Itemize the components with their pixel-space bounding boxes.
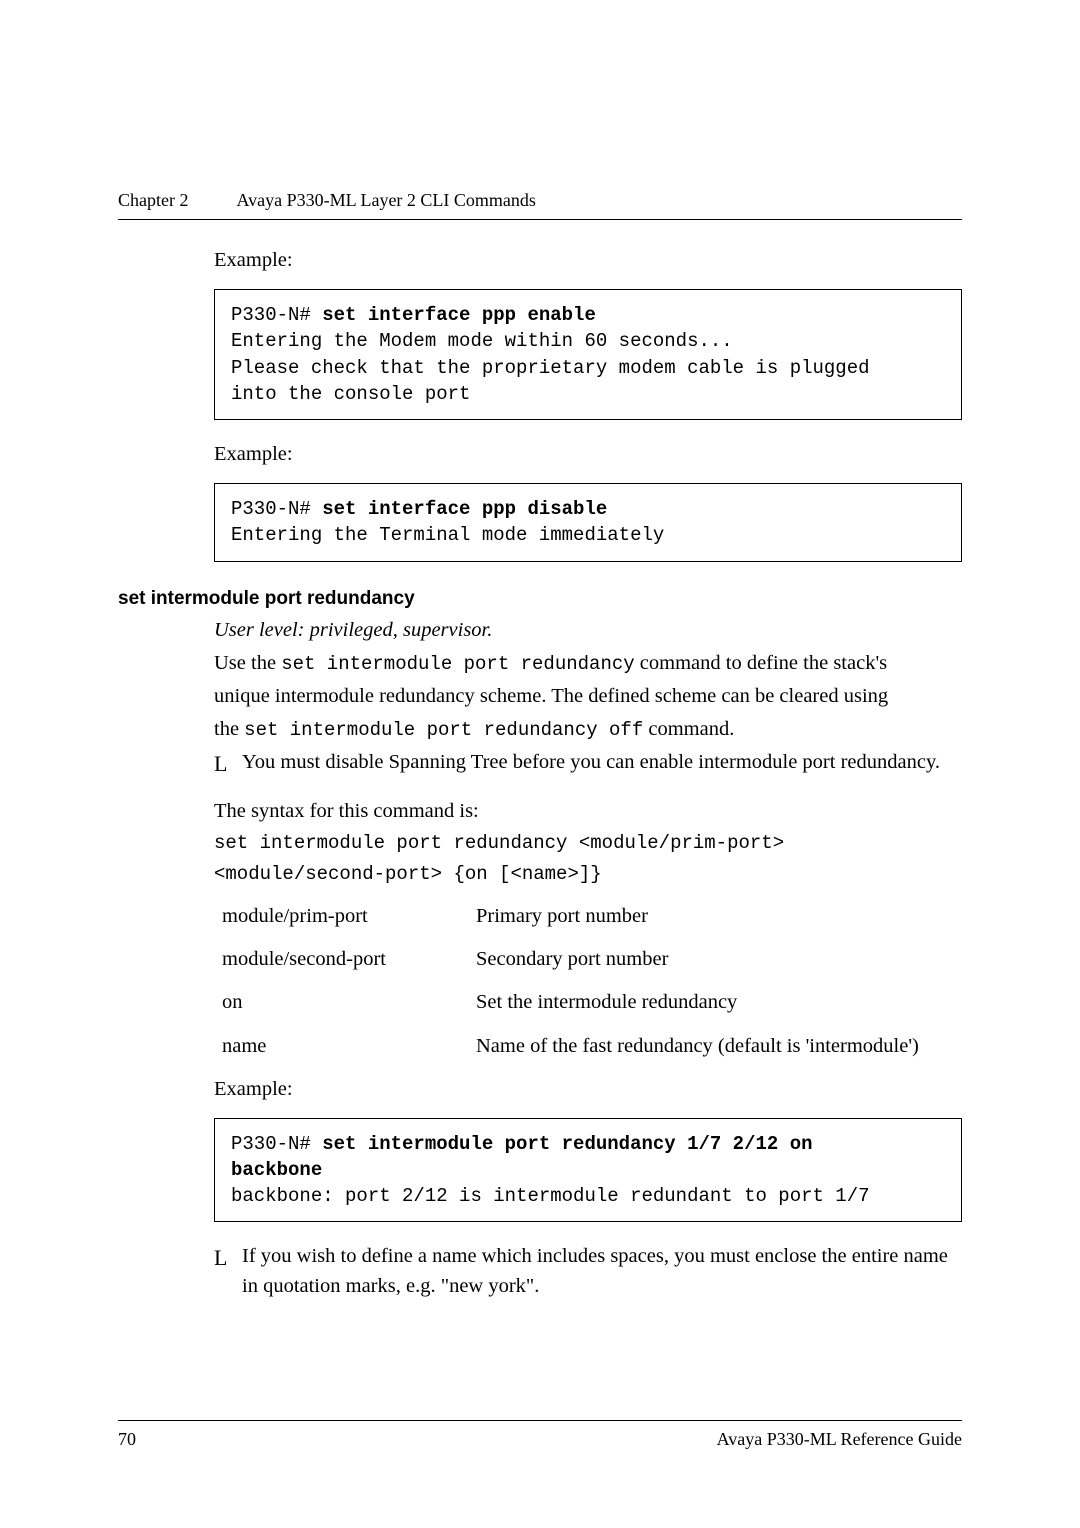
desc3c: command. [643, 718, 734, 740]
info-icon: L [214, 1242, 242, 1273]
param-row: name Name of the fast redundancy (defaul… [214, 1032, 962, 1061]
param-desc: Primary port number [476, 902, 962, 931]
code1-prompt: P330-N# [231, 304, 322, 326]
syntax-line2: <module/second-port> {on [<name>]} [214, 861, 962, 888]
param-name: on [214, 988, 476, 1017]
desc-line1: Use the set intermodule port redundancy … [214, 649, 962, 678]
desc-line2: unique intermodule redundancy scheme. Th… [214, 682, 962, 711]
code-box-2: P330-N# set interface ppp disable Enteri… [214, 483, 962, 561]
param-name: name [214, 1032, 476, 1061]
code2-line1: Entering the Terminal mode immediately [231, 524, 664, 546]
code3-prompt: P330-N# [231, 1133, 322, 1155]
code1-command: set interface ppp enable [322, 304, 596, 326]
example-label-2: Example: [214, 440, 962, 469]
code1-line1: Entering the Modem mode within 60 second… [231, 330, 733, 352]
body-block-1: Example: P330-N# set interface ppp enabl… [214, 246, 962, 562]
code-box-1: P330-N# set interface ppp enable Enterin… [214, 289, 962, 420]
page-header: Chapter 2 Avaya P330-ML Layer 2 CLI Comm… [118, 190, 962, 211]
footer-rule [118, 1420, 962, 1421]
chapter-title: Avaya P330-ML Layer 2 CLI Commands [236, 190, 535, 211]
desc1c: command to define the stack's [635, 652, 887, 674]
footer-row: 70 Avaya P330-ML Reference Guide [118, 1429, 962, 1450]
header-rule [118, 219, 962, 220]
param-table: module/prim-port Primary port number mod… [214, 902, 962, 1060]
example-label-1: Example: [214, 246, 962, 275]
note1-text: You must disable Spanning Tree before yo… [242, 748, 940, 777]
doc-title: Avaya P330-ML Reference Guide [717, 1429, 962, 1450]
syntax-line1: set intermodule port redundancy <module/… [214, 830, 962, 857]
code1-line3: into the console port [231, 383, 470, 405]
param-row: on Set the intermodule redundancy [214, 988, 962, 1017]
code3-command1: set intermodule port redundancy 1/7 2/12… [322, 1133, 812, 1155]
info-icon: L [214, 748, 242, 779]
desc-line3: the set intermodule port redundancy off … [214, 715, 962, 744]
example-label-3: Example: [214, 1075, 962, 1104]
code3-command2: backbone [231, 1159, 322, 1181]
param-desc: Name of the fast redundancy (default is … [476, 1032, 962, 1061]
code2-command: set interface ppp disable [322, 498, 607, 520]
syntax-intro: The syntax for this command is: [214, 797, 962, 826]
section-heading: set intermodule port redundancy [118, 588, 962, 610]
param-desc: Secondary port number [476, 945, 962, 974]
param-name: module/prim-port [214, 902, 476, 931]
desc3b: set intermodule port redundancy off [244, 719, 643, 741]
info-note-2: L If you wish to define a name which inc… [214, 1242, 962, 1300]
param-desc: Set the intermodule redundancy [476, 988, 962, 1017]
page-container: Chapter 2 Avaya P330-ML Layer 2 CLI Comm… [0, 0, 1080, 1301]
desc1a: Use the [214, 652, 281, 674]
param-name: module/second-port [214, 945, 476, 974]
user-level: User level: privileged, supervisor. [214, 616, 962, 645]
page-footer: 70 Avaya P330-ML Reference Guide [118, 1420, 962, 1450]
desc1b: set intermodule port redundancy [281, 653, 634, 675]
note2-text: If you wish to define a name which inclu… [242, 1242, 962, 1300]
desc3a: the [214, 718, 244, 740]
code1-line2: Please check that the proprietary modem … [231, 357, 870, 379]
code3-line1: backbone: port 2/12 is intermodule redun… [231, 1185, 870, 1207]
code-box-3: P330-N# set intermodule port redundancy … [214, 1118, 962, 1223]
code2-prompt: P330-N# [231, 498, 322, 520]
page-number: 70 [118, 1429, 136, 1450]
body-block-2: User level: privileged, supervisor. Use … [214, 616, 962, 1301]
param-row: module/prim-port Primary port number [214, 902, 962, 931]
chapter-label: Chapter 2 [118, 190, 188, 211]
info-note-1: L You must disable Spanning Tree before … [214, 748, 962, 779]
param-row: module/second-port Secondary port number [214, 945, 962, 974]
